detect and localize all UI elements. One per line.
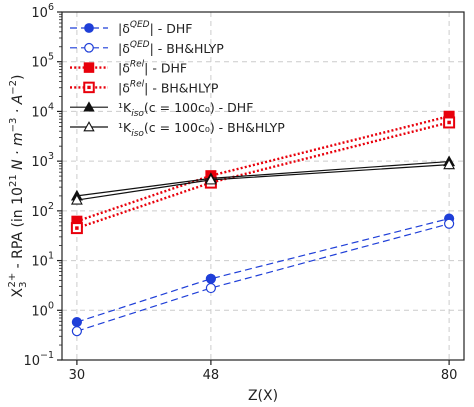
legend-entry: |δRel| - BH&HLYP	[70, 79, 219, 95]
legend-marker	[83, 121, 95, 132]
x-tick-label: 30	[69, 368, 86, 383]
y-tick-label: 102	[31, 201, 54, 220]
legend-label: |δQED| - BH&HLYP	[118, 40, 224, 56]
data-point	[70, 222, 83, 235]
data-point	[71, 326, 82, 337]
plot-frame	[61, 11, 465, 361]
legend-entry: ¹Kiso(c = 100c₀) - DHF	[70, 100, 253, 119]
data-point	[205, 273, 216, 284]
legend-entry: ¹Kiso(c = 100c₀) - BH&HLYP	[70, 120, 285, 139]
y-tick-label: 10−1	[23, 350, 54, 369]
data-point	[205, 282, 216, 294]
data-point	[443, 158, 456, 170]
legend-entry: |δRel| - DHF	[70, 60, 187, 76]
legend-marker	[83, 81, 95, 94]
legend-marker	[84, 23, 94, 33]
data-point	[443, 116, 456, 129]
legend: |δQED| - DHF |δQED| - BH&HLYP |δRel| - DHF…	[70, 20, 285, 139]
data-point	[70, 193, 83, 205]
series-line	[76, 217, 450, 323]
series-5	[70, 158, 456, 205]
legend-entry: |δQED| - BH&HLYP	[70, 40, 224, 56]
series-line	[76, 115, 450, 223]
legend-entry: |δQED| - DHF	[70, 20, 192, 36]
series-0	[71, 213, 455, 328]
legend-marker	[83, 101, 95, 112]
x-tick-label: 80	[441, 368, 458, 383]
tick-layer: 30 48 80 10−1 100 101 102 103 104 105 106	[23, 2, 457, 383]
series-layer	[70, 110, 456, 337]
series-1	[71, 218, 455, 337]
y-tick-label: 104	[31, 101, 54, 120]
y-axis-title: X32+ - RPA (in 1021 N · m−3 · A−2)	[7, 74, 29, 297]
x-tick-label: 48	[203, 368, 220, 383]
y-tick-label: 103	[31, 151, 54, 170]
y-tick-label: 100	[31, 300, 54, 319]
series-line	[76, 160, 450, 197]
data-point	[444, 218, 455, 229]
data-point	[71, 316, 82, 328]
series-line	[76, 121, 450, 230]
data-point	[204, 173, 217, 185]
legend-label: |δRel| - DHF	[118, 60, 187, 76]
legend-label: ¹Kiso(c = 100c₀) - DHF	[118, 100, 253, 119]
x-axis-title: Z(X)	[248, 388, 278, 404]
legend-marker	[84, 42, 94, 53]
y-tick-label: 106	[31, 2, 54, 21]
y-tick-label: 105	[31, 52, 54, 71]
y-tick-label: 101	[31, 251, 54, 270]
legend-marker	[83, 62, 95, 73]
series-line	[76, 223, 450, 332]
legend-label: ¹Kiso(c = 100c₀) - BH&HLYP	[118, 120, 285, 139]
legend-label: |δRel| - BH&HLYP	[118, 79, 219, 95]
legend-label: |δQED| - DHF	[118, 20, 192, 36]
